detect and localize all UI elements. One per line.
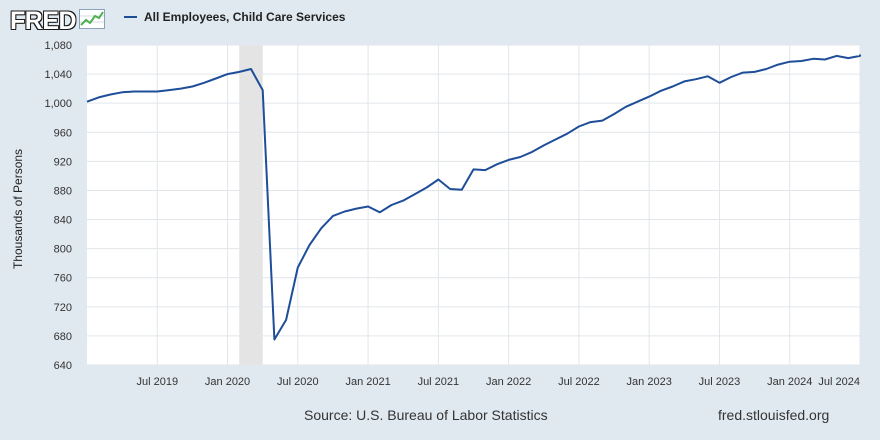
y-axis-label: Thousands of Persons <box>11 149 25 269</box>
line-chart: 640 680 720 760 800 840 880 920 960 1,000 1,040 1,0… <box>11 40 861 388</box>
chart-legend: All Employees, Child Care Services <box>124 10 345 24</box>
y-tick-label: 1,040 <box>44 69 72 81</box>
x-tick-label: Jul 2021 <box>418 376 460 388</box>
y-tick-label: 1,080 <box>44 40 72 52</box>
source-note: Source: U.S. Bureau of Labor Statistics <box>304 407 548 423</box>
x-tick-label: Jul 2020 <box>277 376 319 388</box>
recession-shading <box>239 45 263 365</box>
y-tick-label: 720 <box>54 302 72 314</box>
y-tick-label: 880 <box>54 185 72 197</box>
x-tick-label: Jul 2019 <box>136 376 178 388</box>
y-tick-label: 760 <box>54 273 72 285</box>
fred-logo-text: FRED <box>10 6 77 35</box>
x-tick-label: Jan 2020 <box>205 376 250 388</box>
x-tick-label: Jan 2021 <box>345 376 390 388</box>
plot-area <box>87 45 860 365</box>
line-graph-icon <box>79 8 106 34</box>
fred-logo[interactable]: FRED <box>10 6 106 36</box>
series-line <box>86 54 861 341</box>
y-tick-label: 920 <box>54 156 72 168</box>
legend-swatch <box>124 16 137 18</box>
x-tick-label: Jul 2023 <box>699 376 741 388</box>
y-tick-label: 960 <box>54 127 72 139</box>
y-tick-label: 840 <box>54 215 72 227</box>
x-tick-label: Jul 2024 <box>818 376 860 388</box>
y-tick-label: 680 <box>54 331 72 343</box>
y-tick-label: 1,000 <box>44 98 72 110</box>
x-tick-label: Jul 2022 <box>558 376 600 388</box>
site-link[interactable]: fred.stlouisfed.org <box>718 407 830 423</box>
legend-label: All Employees, Child Care Services <box>144 10 346 24</box>
y-tick-label: 640 <box>54 360 72 372</box>
y-tick-label: 800 <box>54 244 72 256</box>
x-tick-label: Jan 2022 <box>486 376 531 388</box>
x-tick-label: Jan 2023 <box>627 376 672 388</box>
x-tick-label: Jan 2024 <box>767 376 812 388</box>
